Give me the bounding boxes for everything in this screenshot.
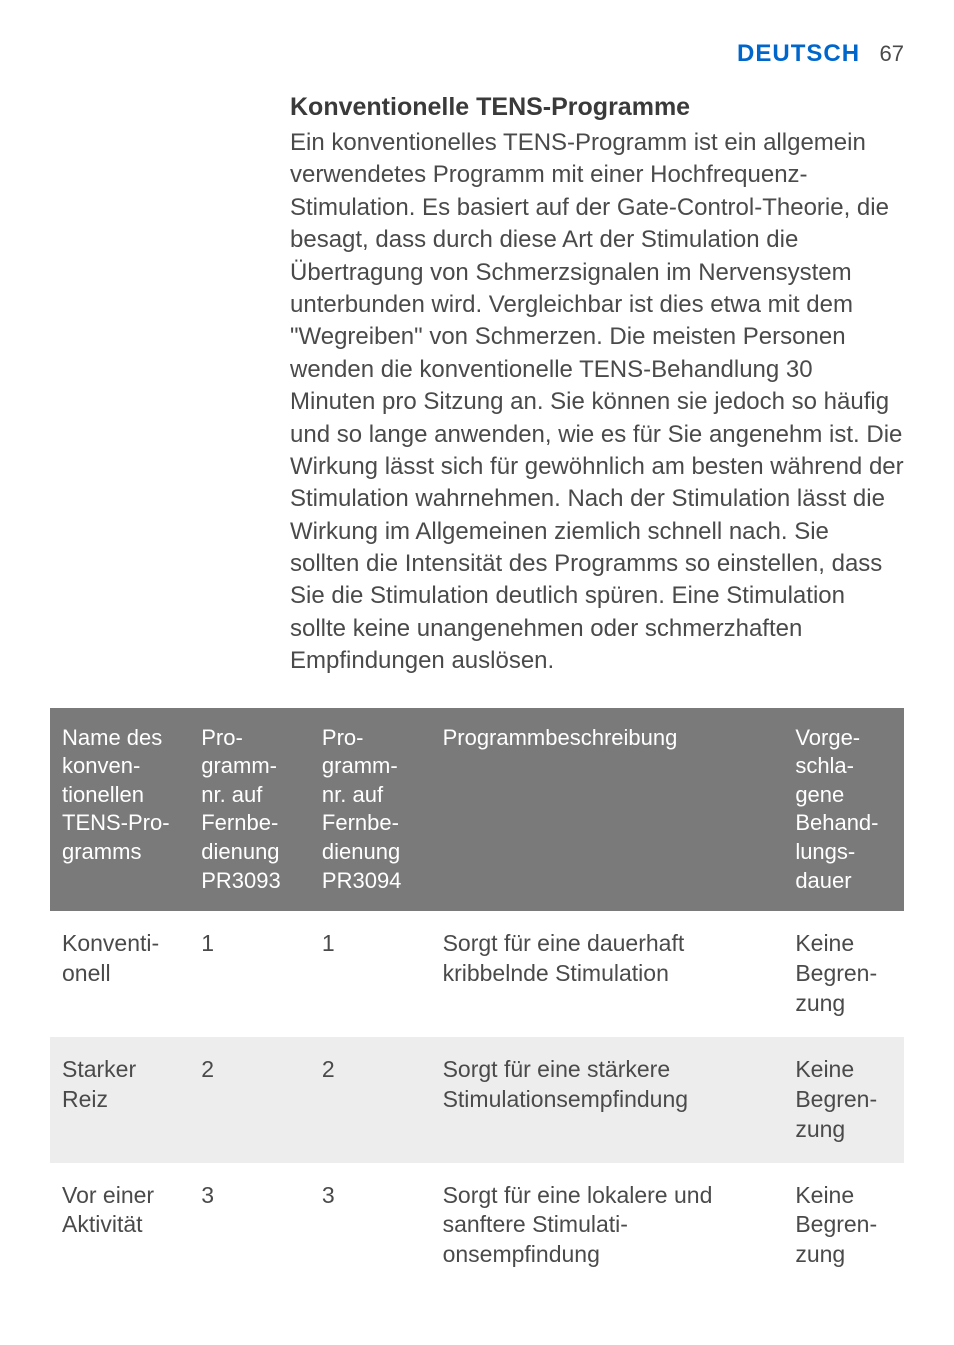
col-header-desc: Programmbeschreibung <box>431 708 784 912</box>
col-header-name: Name des konven-tionellen TENS-Pro-gramm… <box>50 708 189 912</box>
page-header: DEUTSCH 67 <box>50 40 904 68</box>
col-header-pr3094: Pro-gramm-nr. auf Fernbe-dienung PR3094 <box>310 708 431 912</box>
cell-pr3093: 1 <box>189 911 310 1037</box>
page-container: DEUTSCH 67 Konventionelle TENS-Programme… <box>0 0 954 1328</box>
table-row: Konventi-onell 1 1 Sorgt für eine dauerh… <box>50 911 904 1037</box>
page-number: 67 <box>880 41 904 66</box>
cell-name: Vor einer Aktivität <box>50 1163 189 1289</box>
main-content: Konventionelle TENS-Programme Ein konven… <box>290 93 904 678</box>
cell-name: Starker Reiz <box>50 1037 189 1163</box>
cell-pr3094: 3 <box>310 1163 431 1289</box>
cell-duration: Keine Begren-zung <box>783 911 904 1037</box>
cell-pr3093: 2 <box>189 1037 310 1163</box>
section-title: Konventionelle TENS-Programme <box>290 93 904 122</box>
programs-table: Name des konven-tionellen TENS-Pro-gramm… <box>50 708 904 1289</box>
cell-name: Konventi-onell <box>50 911 189 1037</box>
table-row: Vor einer Aktivität 3 3 Sorgt für eine l… <box>50 1163 904 1289</box>
cell-pr3094: 1 <box>310 911 431 1037</box>
cell-desc: Sorgt für eine dauerhaft kribbelnde Stim… <box>431 911 784 1037</box>
cell-pr3094: 2 <box>310 1037 431 1163</box>
cell-pr3093: 3 <box>189 1163 310 1289</box>
header-language: DEUTSCH <box>737 40 860 67</box>
col-header-pr3093: Pro-gramm-nr. auf Fernbe-dienung PR3093 <box>189 708 310 912</box>
cell-desc: Sorgt für eine stärkere Stimulationsempf… <box>431 1037 784 1163</box>
cell-duration: Keine Begren-zung <box>783 1037 904 1163</box>
col-header-duration: Vorge-schla-gene Behand-lungs-dauer <box>783 708 904 912</box>
section-body: Ein konventionelles TENS-Programm ist ei… <box>290 127 904 678</box>
cell-desc: Sorgt für eine lokalere und sanftere Sti… <box>431 1163 784 1289</box>
table-header-row: Name des konven-tionellen TENS-Pro-gramm… <box>50 708 904 912</box>
table-row: Starker Reiz 2 2 Sorgt für eine stärkere… <box>50 1037 904 1163</box>
cell-duration: Keine Begren-zung <box>783 1163 904 1289</box>
